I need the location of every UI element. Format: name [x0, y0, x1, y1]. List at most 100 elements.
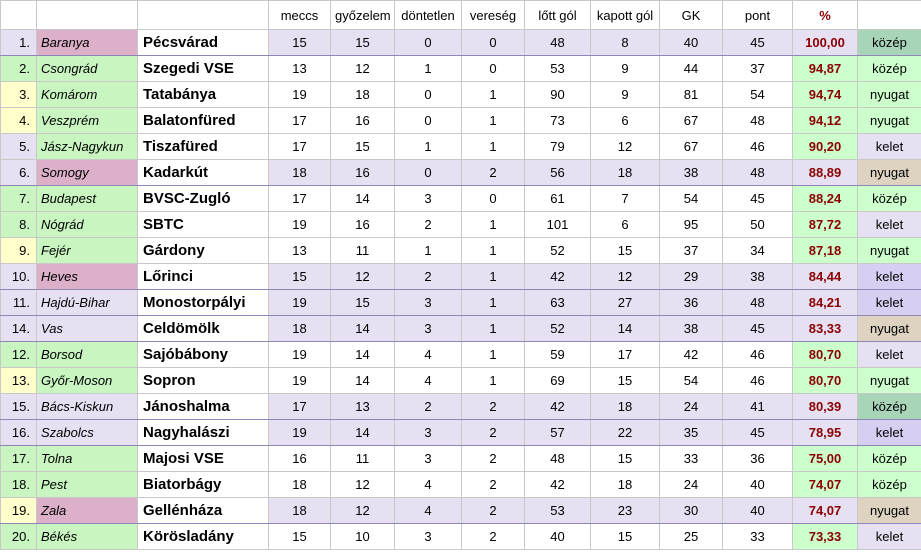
cell-meccs[interactable]: 17	[268, 133, 331, 160]
cell-pont[interactable]: 41	[722, 393, 793, 420]
cell-meccs[interactable]: 19	[268, 289, 331, 316]
cell-gyozelem[interactable]: 12	[330, 471, 395, 498]
cell-gyozelem[interactable]: 11	[330, 445, 395, 472]
cell-percent[interactable]: 94,12	[792, 107, 858, 134]
cell-county[interactable]: Nógrád	[36, 211, 138, 238]
cell-gyozelem[interactable]: 14	[330, 185, 395, 212]
cell-lott-gol[interactable]: 90	[524, 81, 591, 108]
cell-gk[interactable]: 24	[659, 393, 723, 420]
cell-kapott-gol[interactable]: 23	[590, 497, 660, 524]
header-rank[interactable]	[0, 0, 37, 30]
cell-vereseg[interactable]: 1	[461, 341, 525, 368]
cell-team[interactable]: BVSC-Zugló	[137, 185, 269, 212]
cell-lott-gol[interactable]: 101	[524, 211, 591, 238]
cell-county[interactable]: Heves	[36, 263, 138, 290]
cell-team[interactable]: Jánoshalma	[137, 393, 269, 420]
cell-region[interactable]: kelet	[857, 419, 921, 446]
cell-vereseg[interactable]: 2	[461, 471, 525, 498]
cell-percent[interactable]: 88,24	[792, 185, 858, 212]
cell-region[interactable]: közép	[857, 393, 921, 420]
cell-percent[interactable]: 84,21	[792, 289, 858, 316]
cell-lott-gol[interactable]: 73	[524, 107, 591, 134]
cell-percent[interactable]: 74,07	[792, 497, 858, 524]
cell-vereseg[interactable]: 2	[461, 393, 525, 420]
cell-lott-gol[interactable]: 48	[524, 29, 591, 56]
cell-lott-gol[interactable]: 79	[524, 133, 591, 160]
cell-gk[interactable]: 25	[659, 523, 723, 550]
cell-vereseg[interactable]: 1	[461, 315, 525, 342]
cell-team[interactable]: Tatabánya	[137, 81, 269, 108]
header-county[interactable]	[36, 0, 138, 30]
cell-kapott-gol[interactable]: 17	[590, 341, 660, 368]
cell-pont[interactable]: 45	[722, 315, 793, 342]
cell-region[interactable]: kelet	[857, 263, 921, 290]
cell-dontetlen[interactable]: 4	[394, 367, 462, 394]
header-percent[interactable]: %	[792, 0, 858, 30]
cell-lott-gol[interactable]: 56	[524, 159, 591, 186]
cell-region[interactable]: kelet	[857, 211, 921, 238]
cell-gk[interactable]: 37	[659, 237, 723, 264]
cell-lott-gol[interactable]: 42	[524, 263, 591, 290]
cell-gk[interactable]: 30	[659, 497, 723, 524]
cell-vereseg[interactable]: 2	[461, 523, 525, 550]
cell-gyozelem[interactable]: 16	[330, 107, 395, 134]
cell-lott-gol[interactable]: 61	[524, 185, 591, 212]
cell-lott-gol[interactable]: 40	[524, 523, 591, 550]
cell-region[interactable]: kelet	[857, 133, 921, 160]
cell-team[interactable]: Majosi VSE	[137, 445, 269, 472]
cell-dontetlen[interactable]: 3	[394, 289, 462, 316]
cell-team[interactable]: SBTC	[137, 211, 269, 238]
header-dontetlen[interactable]: döntetlen	[394, 0, 462, 30]
cell-county[interactable]: Szabolcs	[36, 419, 138, 446]
cell-gk[interactable]: 38	[659, 159, 723, 186]
cell-county[interactable]: Vas	[36, 315, 138, 342]
cell-gyozelem[interactable]: 16	[330, 159, 395, 186]
cell-team[interactable]: Lőrinci	[137, 263, 269, 290]
cell-rank[interactable]: 5.	[0, 133, 37, 160]
cell-rank[interactable]: 10.	[0, 263, 37, 290]
cell-team[interactable]: Biatorbágy	[137, 471, 269, 498]
header-pont[interactable]: pont	[722, 0, 793, 30]
cell-percent[interactable]: 84,44	[792, 263, 858, 290]
cell-region[interactable]: közép	[857, 55, 921, 82]
cell-region[interactable]: nyugat	[857, 107, 921, 134]
cell-pont[interactable]: 46	[722, 133, 793, 160]
cell-county[interactable]: Borsod	[36, 341, 138, 368]
cell-meccs[interactable]: 19	[268, 419, 331, 446]
cell-county[interactable]: Győr-Moson	[36, 367, 138, 394]
cell-rank[interactable]: 12.	[0, 341, 37, 368]
cell-pont[interactable]: 48	[722, 107, 793, 134]
cell-dontetlen[interactable]: 3	[394, 419, 462, 446]
cell-pont[interactable]: 45	[722, 29, 793, 56]
cell-region[interactable]: kelet	[857, 341, 921, 368]
cell-meccs[interactable]: 17	[268, 185, 331, 212]
cell-team[interactable]: Kadarkút	[137, 159, 269, 186]
header-gk[interactable]: GK	[659, 0, 723, 30]
cell-dontetlen[interactable]: 3	[394, 185, 462, 212]
cell-gk[interactable]: 40	[659, 29, 723, 56]
cell-gk[interactable]: 54	[659, 185, 723, 212]
cell-gyozelem[interactable]: 14	[330, 341, 395, 368]
cell-kapott-gol[interactable]: 18	[590, 159, 660, 186]
cell-meccs[interactable]: 13	[268, 237, 331, 264]
cell-dontetlen[interactable]: 4	[394, 341, 462, 368]
cell-kapott-gol[interactable]: 15	[590, 237, 660, 264]
cell-meccs[interactable]: 18	[268, 315, 331, 342]
cell-dontetlen[interactable]: 4	[394, 497, 462, 524]
cell-county[interactable]: Csongrád	[36, 55, 138, 82]
cell-kapott-gol[interactable]: 7	[590, 185, 660, 212]
cell-county[interactable]: Budapest	[36, 185, 138, 212]
cell-vereseg[interactable]: 0	[461, 55, 525, 82]
cell-rank[interactable]: 7.	[0, 185, 37, 212]
cell-lott-gol[interactable]: 53	[524, 497, 591, 524]
cell-meccs[interactable]: 19	[268, 367, 331, 394]
cell-region[interactable]: nyugat	[857, 497, 921, 524]
cell-percent[interactable]: 87,72	[792, 211, 858, 238]
cell-dontetlen[interactable]: 0	[394, 29, 462, 56]
cell-kapott-gol[interactable]: 15	[590, 445, 660, 472]
cell-region[interactable]: kelet	[857, 289, 921, 316]
cell-percent[interactable]: 80,39	[792, 393, 858, 420]
cell-gk[interactable]: 44	[659, 55, 723, 82]
cell-percent[interactable]: 94,87	[792, 55, 858, 82]
cell-region[interactable]: közép	[857, 445, 921, 472]
